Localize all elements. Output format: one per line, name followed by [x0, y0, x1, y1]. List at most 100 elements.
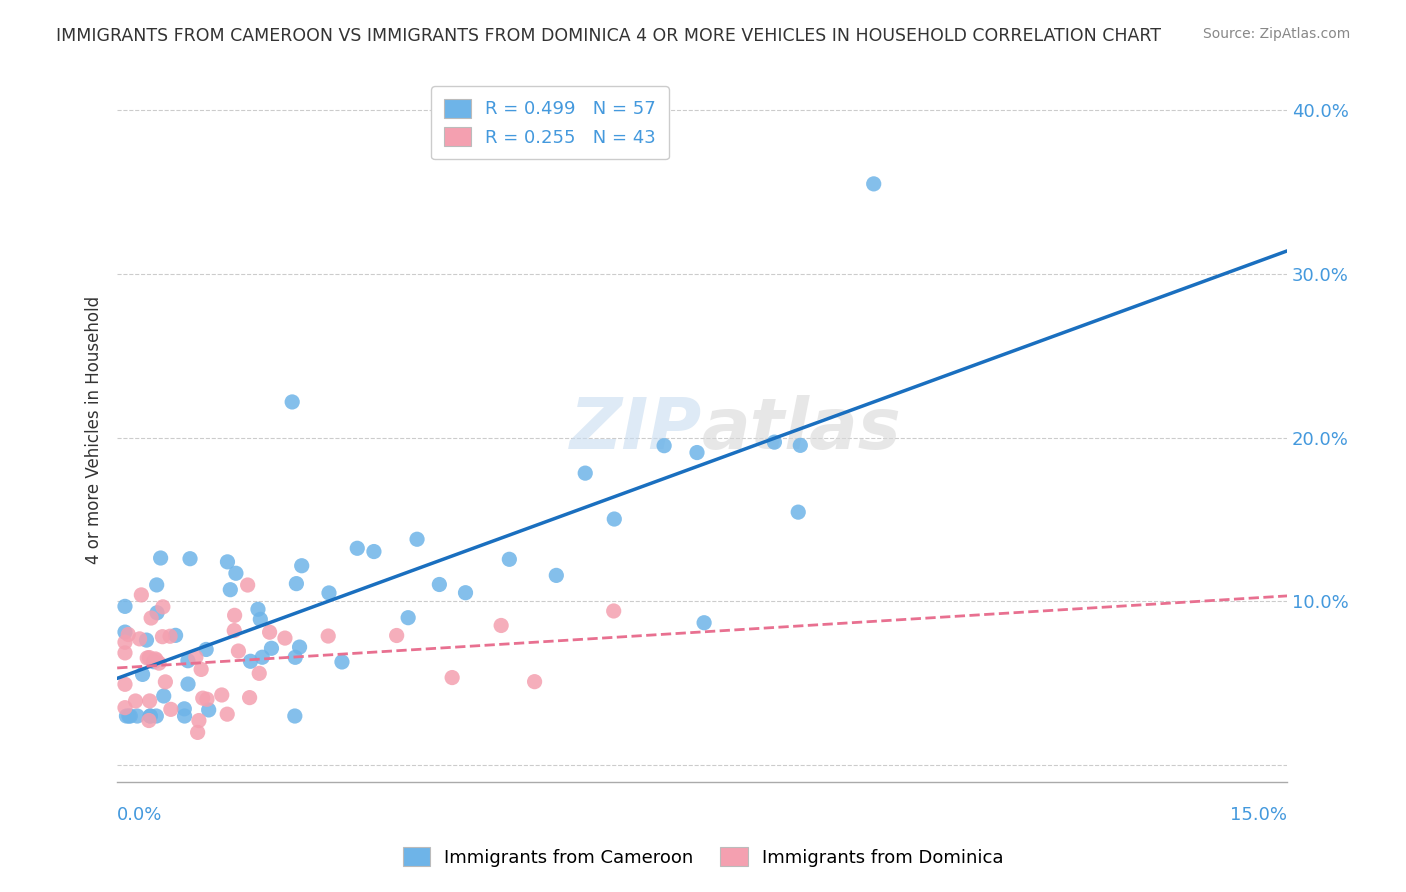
Point — [346, 541, 368, 556]
Point — [149, 551, 172, 566]
Point — [406, 533, 429, 547]
Point — [259, 625, 281, 640]
Point — [211, 688, 233, 702]
Point — [173, 709, 195, 723]
Point — [498, 552, 520, 566]
Point — [574, 466, 596, 480]
Point — [239, 690, 262, 705]
Point — [427, 577, 450, 591]
Text: atlas: atlas — [702, 395, 901, 464]
Point — [652, 439, 675, 453]
Point — [291, 558, 314, 573]
Point — [128, 632, 150, 646]
Legend: Immigrants from Cameroon, Immigrants from Dominica: Immigrants from Cameroon, Immigrants fro… — [395, 840, 1011, 874]
Point — [138, 694, 160, 708]
Point — [224, 624, 246, 638]
Point — [228, 644, 250, 658]
Point — [217, 555, 239, 569]
Point — [184, 650, 207, 665]
Point — [142, 655, 165, 669]
Point — [131, 667, 153, 681]
Text: 15.0%: 15.0% — [1230, 806, 1286, 824]
Point — [260, 641, 283, 656]
Point — [385, 628, 408, 642]
Point — [138, 714, 160, 728]
Point — [131, 588, 153, 602]
Point — [217, 707, 239, 722]
Point — [145, 709, 167, 723]
Point — [489, 618, 512, 632]
Point — [145, 653, 167, 667]
Point — [284, 709, 307, 723]
Point — [146, 606, 169, 620]
Point — [225, 566, 247, 581]
Point — [789, 438, 811, 452]
Point — [114, 635, 136, 649]
Point — [139, 709, 162, 723]
Point — [862, 177, 884, 191]
Point — [363, 544, 385, 558]
Point — [285, 576, 308, 591]
Point — [190, 662, 212, 676]
Point — [454, 585, 477, 599]
Point — [191, 691, 214, 706]
Point — [145, 652, 167, 666]
Point — [152, 630, 174, 644]
Point — [546, 568, 568, 582]
Point — [187, 714, 209, 728]
Point — [195, 642, 218, 657]
Point — [396, 610, 419, 624]
Point — [152, 599, 174, 614]
Point — [179, 551, 201, 566]
Point — [159, 629, 181, 643]
Point — [139, 611, 162, 625]
Point — [127, 709, 149, 723]
Point — [197, 703, 219, 717]
Point — [138, 650, 160, 665]
Point — [114, 677, 136, 691]
Point — [686, 445, 709, 459]
Point — [160, 702, 183, 716]
Point — [115, 709, 138, 723]
Point — [224, 608, 246, 623]
Point — [136, 651, 159, 665]
Point — [155, 674, 177, 689]
Point — [152, 689, 174, 703]
Text: 0.0%: 0.0% — [117, 806, 163, 824]
Point — [330, 655, 353, 669]
Point — [318, 586, 340, 600]
Point — [763, 435, 786, 450]
Point — [316, 629, 339, 643]
Point — [195, 692, 218, 706]
Point — [114, 599, 136, 614]
Point — [693, 615, 716, 630]
Point — [249, 612, 271, 626]
Point — [523, 674, 546, 689]
Point — [145, 578, 167, 592]
Point — [239, 654, 262, 668]
Point — [603, 512, 626, 526]
Point — [274, 631, 297, 645]
Point — [165, 628, 187, 642]
Text: ZIP: ZIP — [569, 395, 702, 464]
Text: IMMIGRANTS FROM CAMEROON VS IMMIGRANTS FROM DOMINICA 4 OR MORE VEHICLES IN HOUSE: IMMIGRANTS FROM CAMEROON VS IMMIGRANTS F… — [56, 27, 1161, 45]
Point — [118, 709, 141, 723]
Point — [787, 505, 810, 519]
Point — [284, 650, 307, 665]
Y-axis label: 4 or more Vehicles in Household: 4 or more Vehicles in Household — [86, 295, 103, 564]
Text: Source: ZipAtlas.com: Source: ZipAtlas.com — [1202, 27, 1350, 41]
Point — [120, 709, 142, 723]
Point — [602, 604, 624, 618]
Point — [114, 646, 136, 660]
Point — [173, 702, 195, 716]
Point — [114, 700, 136, 714]
Point — [246, 602, 269, 616]
Point — [177, 654, 200, 668]
Point — [236, 578, 259, 592]
Point — [139, 709, 162, 723]
Legend: R = 0.499   N = 57, R = 0.255   N = 43: R = 0.499 N = 57, R = 0.255 N = 43 — [432, 87, 669, 160]
Point — [441, 671, 464, 685]
Point — [117, 627, 139, 641]
Point — [252, 650, 274, 665]
Point — [281, 395, 304, 409]
